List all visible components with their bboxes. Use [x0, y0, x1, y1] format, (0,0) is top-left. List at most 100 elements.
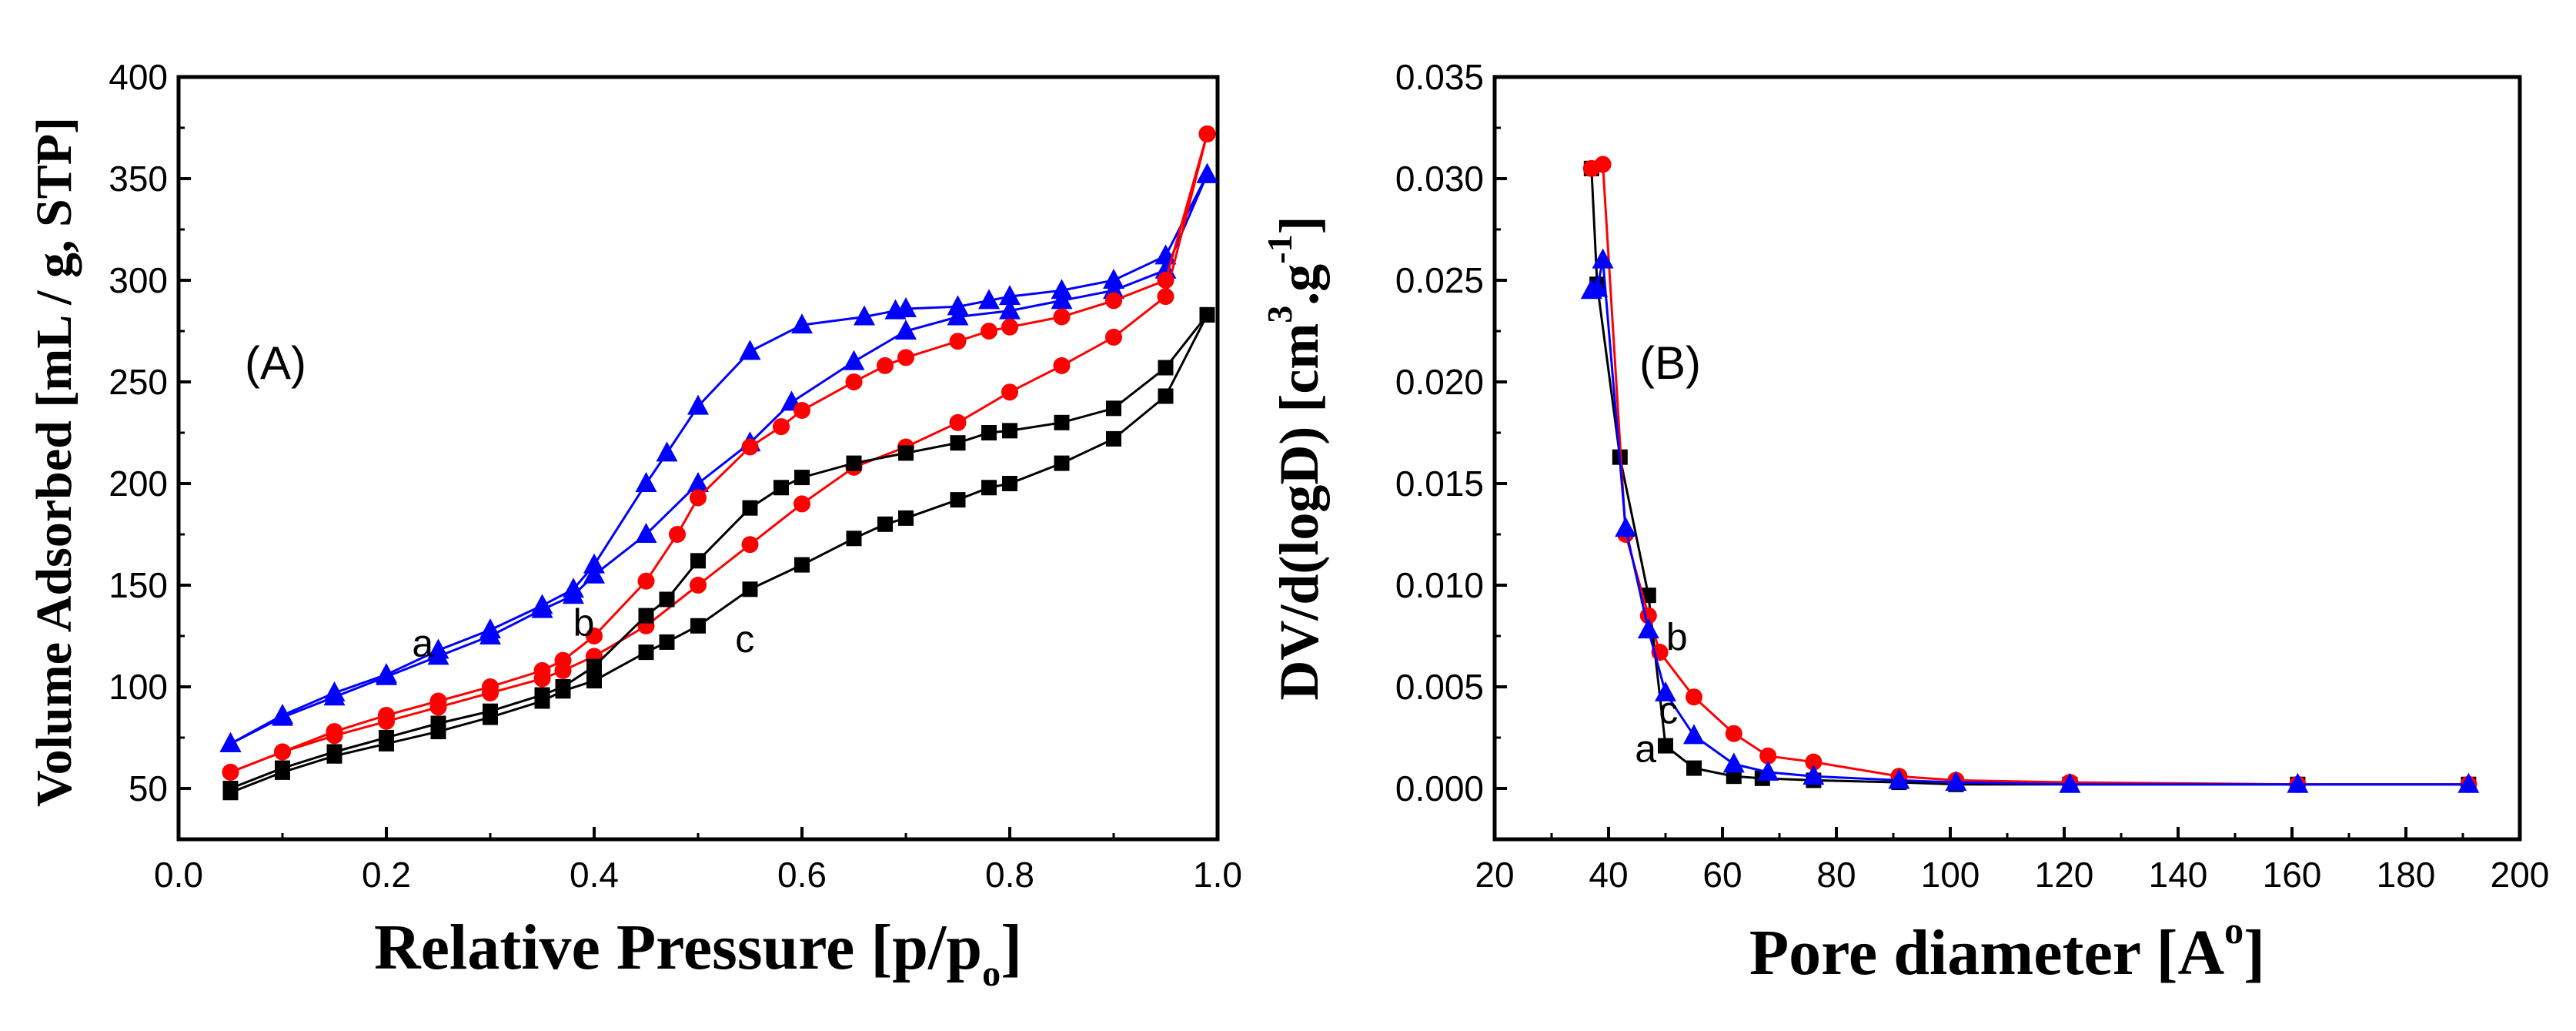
- x-tick-label: 80: [1816, 855, 1856, 895]
- series-b-point: [794, 401, 810, 419]
- series-a-point: [687, 394, 709, 415]
- series-c-point: [326, 744, 342, 760]
- series-a-point: [947, 295, 969, 316]
- series-a-point: [219, 731, 242, 752]
- series-c-point: [794, 557, 810, 573]
- y-tick-label: 0.020: [1395, 362, 1484, 402]
- series-b-point: [669, 526, 686, 543]
- series-c-point: [1945, 771, 1967, 792]
- series-c-point: [794, 470, 810, 486]
- panel-b-x-axis-title: Pore diameter [Ao]: [1749, 909, 2265, 989]
- series-c-point: [275, 760, 290, 776]
- x-tick-label: 180: [2377, 855, 2436, 895]
- y-tick-label: 0.025: [1395, 260, 1484, 300]
- x-tick-label: 1.0: [1193, 855, 1242, 895]
- series-b-point: [533, 661, 551, 679]
- series-b-point: [1759, 747, 1777, 765]
- series-b-point: [1805, 753, 1823, 771]
- series-c-point: [1106, 400, 1121, 417]
- series-b-point: [1105, 292, 1122, 310]
- series-a-point: [1196, 162, 1218, 183]
- series-a-point: [947, 305, 969, 326]
- series-a-point: [656, 441, 678, 462]
- x-tick-label: 40: [1589, 855, 1628, 895]
- series-a-point: [635, 523, 657, 543]
- series-a-point: [978, 289, 1000, 310]
- x-tick-label: 0.6: [777, 855, 827, 895]
- series-b-point: [981, 323, 997, 340]
- series-a-point: [895, 320, 917, 340]
- x-tick-label: 200: [2491, 855, 2550, 895]
- series-b-point: [326, 723, 343, 741]
- y-tick-label: 200: [109, 464, 168, 504]
- panel-b-xlabel-main: Pore diameter [A: [1749, 917, 2225, 989]
- y-tick-label: 0.005: [1395, 667, 1484, 707]
- panel-a-xlabel-sub: o: [982, 953, 1001, 994]
- curve-label-a: a: [1635, 728, 1656, 771]
- panel-a-xlabel-main: Relative Pressure [p/p: [374, 912, 982, 983]
- series-b-point: [773, 418, 790, 436]
- panel-a-label: (A): [245, 337, 306, 389]
- series-b-point: [554, 651, 572, 669]
- x-tick-label: 60: [1702, 855, 1742, 895]
- panel-b: 20 40 60 80 100 120 140 160 180 200 0.000 0.005 0.01…: [1260, 57, 2549, 989]
- series-c-point: [1054, 414, 1070, 430]
- series-c-point: [1888, 768, 1910, 789]
- series-c-point: [1803, 765, 1825, 785]
- series-b-point: [690, 577, 707, 594]
- series-b-desorption-line: [229, 133, 1208, 774]
- series-c-point: [846, 531, 862, 547]
- series-b-point: [1157, 272, 1174, 289]
- series-c-point: [1637, 618, 1659, 639]
- panel-b-frame: [1492, 75, 2522, 842]
- series-a-point: [323, 681, 346, 701]
- series-c-point: [981, 480, 997, 496]
- panel-b-series: [1580, 156, 2480, 793]
- series-b-point: [949, 333, 967, 350]
- series-c-point: [1002, 476, 1017, 491]
- x-tick-label: 0.4: [570, 855, 619, 895]
- series-c-point: [1615, 517, 1637, 537]
- y-tick-label: 0.000: [1395, 768, 1484, 808]
- series-a-point: [635, 472, 657, 492]
- curve-label-c: c: [735, 618, 754, 661]
- series-c-point: [2457, 772, 2480, 793]
- series-b-point: [378, 706, 395, 724]
- series-c-point: [2287, 772, 2309, 793]
- panel-b-ylabel-main: DV/d(logD) [cm: [1268, 323, 1330, 701]
- series-a-point: [791, 313, 813, 334]
- panel-a-y-axis-title: Volume Adsorbed [mL / g, STP]: [26, 117, 82, 807]
- panel-b-ylabel-mid: .g: [1268, 264, 1330, 306]
- series-a-point: [843, 350, 865, 370]
- panel-a-x-axis-title: Relative Pressure [p/po]: [374, 912, 1022, 994]
- y-tick-label: 250: [109, 362, 168, 402]
- series-c-point: [1158, 360, 1174, 376]
- series-a-point: [895, 296, 917, 317]
- series-b-point: [845, 373, 863, 390]
- y-tick-label: 0.030: [1395, 159, 1484, 199]
- panel-b-ylabel-sup1: 3: [1260, 306, 1299, 323]
- panel-b-xlabel-sup: o: [2224, 909, 2244, 952]
- series-c-point: [950, 492, 966, 508]
- series-a-point: [272, 703, 293, 724]
- series-b-point: [877, 356, 894, 374]
- series-b-point: [690, 489, 707, 507]
- series-b-point: [1001, 318, 1018, 336]
- series-a-point: [583, 553, 605, 574]
- series-c-point: [742, 500, 758, 516]
- series-a-point: [739, 340, 761, 360]
- series-b-curve-line: [1591, 162, 2469, 786]
- x-tick-label: 140: [2149, 855, 2208, 895]
- y-tick-label: 400: [109, 57, 168, 97]
- series-b-point: [222, 763, 239, 781]
- x-tick-label: 0.8: [985, 855, 1034, 895]
- panel-b-curve-labels: a bc: [1635, 615, 1688, 770]
- x-tick-label: 120: [2035, 855, 2094, 895]
- curve-label-b: b: [573, 601, 595, 644]
- series-c-point: [379, 730, 394, 745]
- series-b-adsorption-line: [229, 133, 1208, 774]
- series-a-point: [376, 663, 397, 684]
- y-tick-label: 150: [109, 565, 168, 605]
- panel-b-ylabel-close: ]: [1268, 216, 1330, 234]
- series-c-point: [690, 618, 706, 634]
